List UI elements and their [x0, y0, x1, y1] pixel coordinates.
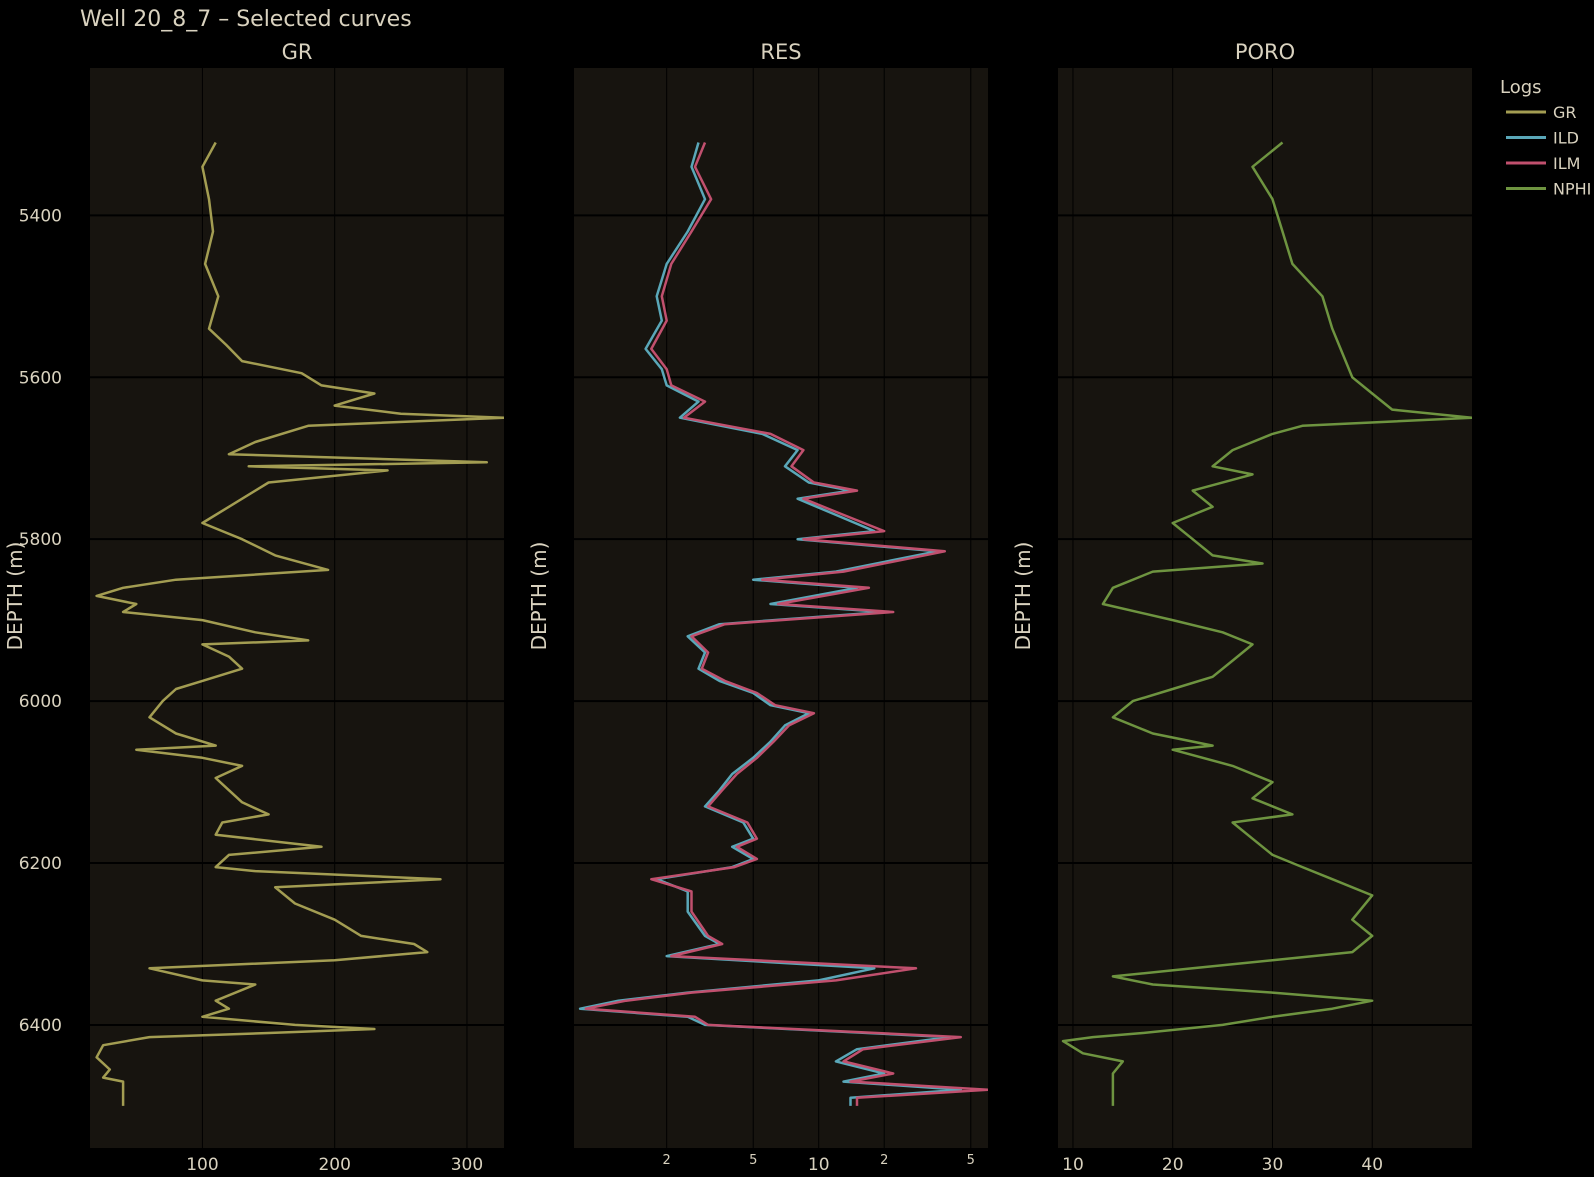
x-tick-label: 30 [1262, 1155, 1284, 1175]
x-tick-label: 10 [1062, 1155, 1084, 1175]
y-axis-label: DEPTH (m) [1011, 542, 1035, 651]
y-tick-label: 5800 [19, 530, 62, 550]
legend-item-ild[interactable]: ILD [1506, 129, 1579, 148]
x-tick-label: 10 [808, 1155, 830, 1175]
y-tick-label: 5400 [19, 206, 62, 226]
series-nphi-line [1061, 141, 1472, 1106]
panel-title: GR [282, 40, 313, 64]
plot-area [1058, 68, 1472, 1148]
x-tick-label: 2 [880, 1153, 888, 1168]
legend-label: GR [1553, 103, 1577, 122]
plot-area [574, 68, 988, 1148]
x-tick-label: 40 [1361, 1155, 1383, 1175]
x-tick-label: 100 [186, 1155, 218, 1175]
legend-label: ILM [1553, 154, 1580, 173]
panel-title: PORO [1235, 40, 1295, 64]
series-ilm-line [584, 142, 988, 1106]
x-tick-label: 300 [451, 1155, 483, 1175]
legend-item-nphi[interactable]: NPHI [1506, 180, 1591, 199]
y-tick-label: 6000 [19, 692, 62, 712]
x-tick-label: 200 [318, 1155, 350, 1175]
panels-group: 100 200 300 5400 5600 5800 6000 6200 6400 DEPTH (… [3, 40, 1472, 1175]
panel-res: 2 5 10 2 5 DEPTH (m) RES [527, 40, 988, 1175]
y-axis-label: DEPTH (m) [3, 542, 27, 651]
panel-gr: 100 200 300 5400 5600 5800 6000 6200 6400 DEPTH (… [3, 40, 504, 1175]
x-tick-label: 5 [967, 1153, 975, 1168]
x-tick-label: 2 [663, 1153, 671, 1168]
y-axis-label: DEPTH (m) [527, 542, 551, 651]
series-gr-line [95, 141, 504, 1106]
legend-label: ILD [1553, 129, 1579, 148]
y-tick-label: 6200 [19, 854, 62, 874]
x-tick-label: 20 [1162, 1155, 1184, 1175]
x-tick-label: 5 [749, 1153, 757, 1168]
plot-area [90, 68, 504, 1148]
y-tick-label: 5600 [19, 368, 62, 388]
chart-title: Well 20_8_7 – Selected curves [80, 7, 412, 32]
legend-label: NPHI [1553, 180, 1591, 199]
y-tick-label: 6400 [19, 1016, 62, 1036]
legend[interactable]: Logs GR ILD ILM NPHI [1500, 77, 1591, 199]
legend-item-ilm[interactable]: ILM [1506, 154, 1580, 173]
series-ild-line [578, 142, 963, 1106]
panel-poro: 10 20 30 40 DEPTH (m) PORO [1011, 40, 1472, 1175]
legend-item-gr[interactable]: GR [1506, 103, 1577, 122]
legend-title: Logs [1500, 77, 1542, 98]
panel-title: RES [760, 40, 801, 64]
